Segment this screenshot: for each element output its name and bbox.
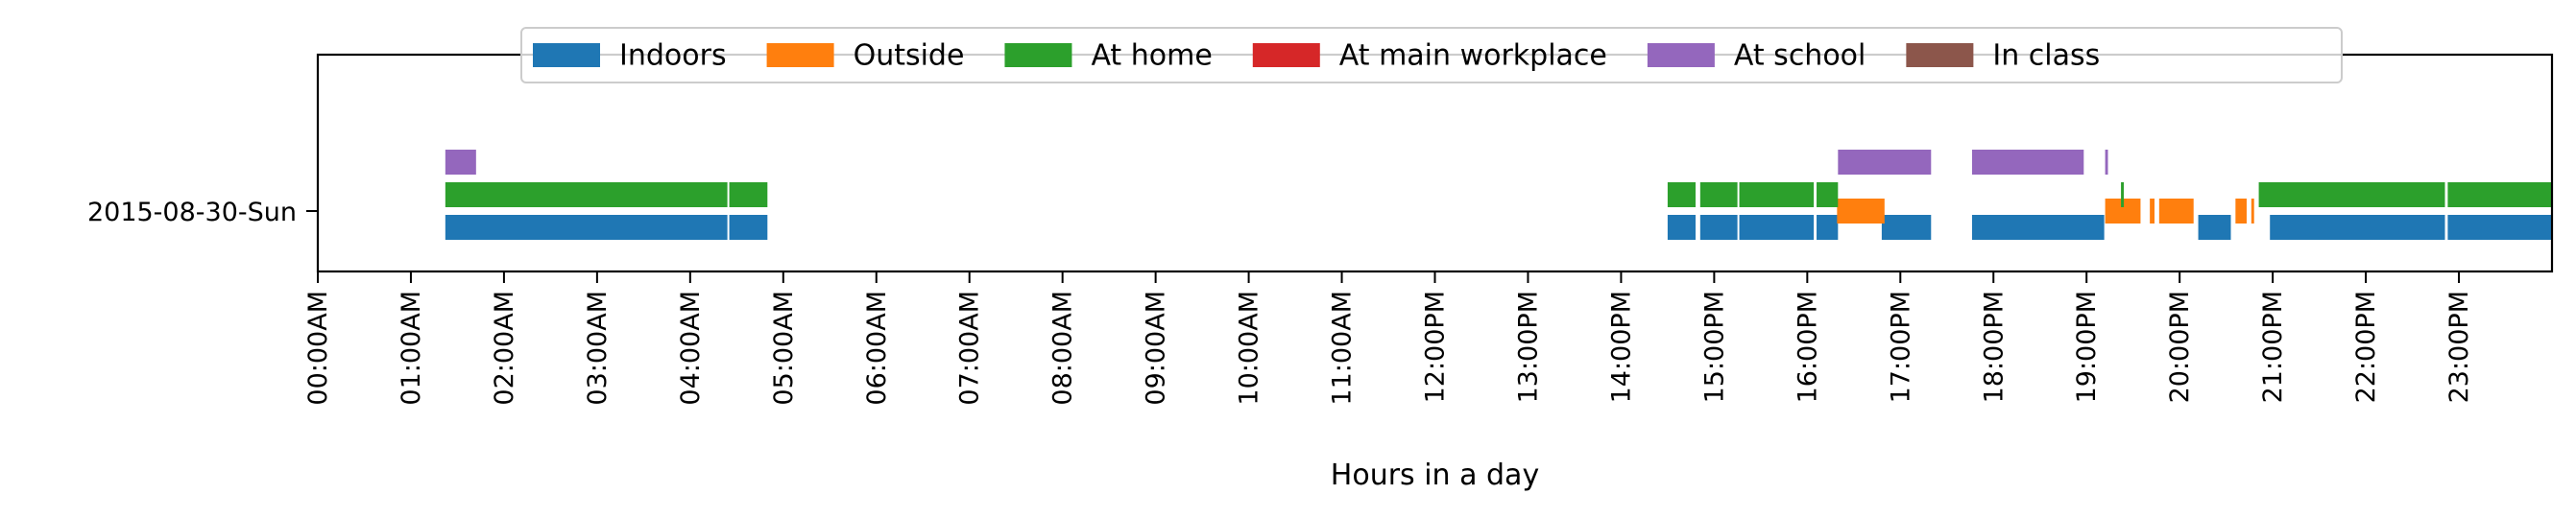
bar-at-school-3	[2105, 150, 2108, 175]
legend-label: At main workplace	[1339, 39, 1607, 73]
bar-indoors-3	[1699, 215, 1738, 240]
x-tick-label: 20:00PM	[2165, 291, 2195, 403]
x-tick-label: 23:00PM	[2444, 291, 2474, 403]
x-tick-label: 02:00AM	[490, 291, 519, 406]
legend-label: Indoors	[619, 39, 727, 73]
bar-at-home-6	[2121, 182, 2124, 207]
legend-label: Outside	[854, 39, 965, 73]
x-tick-label: 22:00PM	[2351, 291, 2381, 403]
x-tick-label: 08:00AM	[1048, 291, 1078, 406]
x-tick-label: 13:00PM	[1513, 291, 1543, 403]
bar-indoors-8	[2102, 215, 2105, 240]
bar-at-school-1	[1838, 150, 1932, 175]
legend-label: At home	[1091, 39, 1212, 73]
bar-indoors-0	[445, 215, 728, 240]
x-tick-label: 01:00AM	[397, 291, 426, 406]
x-tick-label: 00:00AM	[303, 291, 333, 406]
legend: Indoors Outside At home At main workplace At…	[520, 27, 2343, 83]
x-axis: 00:00AM 01:00AM 02:00AM 03:00AM 04:00AM 05:00…	[303, 271, 2474, 406]
bar-indoors-4	[1739, 215, 1815, 240]
activity-bars	[445, 150, 2552, 240]
bar-at-home-7	[2258, 182, 2445, 207]
legend-swatch-at-home	[1004, 43, 1072, 67]
bar-at-home-3	[1699, 182, 1738, 207]
bar-outside-4	[2235, 199, 2247, 224]
legend-swatch-outside	[766, 43, 834, 67]
bar-at-home-2	[1667, 182, 1696, 207]
bar-at-home-5	[1817, 182, 1839, 207]
x-tick-label: 06:00AM	[862, 291, 892, 406]
bar-at-school-0	[445, 150, 476, 175]
bar-indoors-7	[1971, 215, 2104, 240]
x-tick-label: 09:00AM	[1142, 291, 1171, 406]
bar-outside-2	[2150, 199, 2155, 224]
x-tick-label: 16:00PM	[1793, 291, 1822, 403]
x-tick-label: 19:00PM	[2072, 291, 2102, 403]
x-tick-label: 17:00PM	[1886, 291, 1915, 403]
x-tick-label: 10:00AM	[1235, 291, 1264, 406]
bar-indoors-1	[729, 215, 768, 240]
y-tick-label: 2015-08-30-Sun	[87, 198, 297, 227]
x-tick-label: 14:00PM	[1606, 291, 1636, 403]
legend-swatch-at-main-workplace	[1252, 43, 1320, 67]
legend-label: In class	[1992, 39, 2100, 73]
legend-swatch-in-class	[1906, 43, 1974, 67]
x-tick-label: 07:00AM	[955, 291, 985, 406]
x-tick-label: 15:00PM	[1699, 291, 1729, 403]
bar-at-home-8	[2447, 182, 2552, 207]
legend-frame	[520, 27, 2343, 83]
x-tick-label: 18:00PM	[1979, 291, 2009, 403]
bar-outside-3	[2158, 199, 2194, 224]
bar-indoors-5	[1817, 215, 1839, 240]
x-tick-label: 04:00AM	[676, 291, 706, 406]
bar-indoors-2	[1667, 215, 1696, 240]
legend-swatch-at-school	[1647, 43, 1715, 67]
x-tick-label: 05:00AM	[769, 291, 799, 406]
bar-indoors-6	[1881, 215, 1932, 240]
bar-outside-5	[2251, 199, 2254, 224]
x-tick-label: 11:00AM	[1328, 291, 1358, 406]
bar-indoors-9	[2198, 215, 2231, 240]
bar-indoors-11	[2447, 215, 2552, 240]
legend-label: At school	[1734, 39, 1866, 73]
x-tick-label: 12:00PM	[1421, 291, 1451, 403]
x-axis-label: Hours in a day	[1331, 459, 1539, 492]
bar-at-home-0	[445, 182, 728, 207]
bar-outside-0	[1837, 199, 1885, 224]
x-tick-label: 21:00PM	[2258, 291, 2288, 403]
bar-at-home-4	[1739, 182, 1815, 207]
y-axis: 2015-08-30-Sun	[87, 198, 318, 227]
x-tick-label: 03:00AM	[583, 291, 613, 406]
bar-at-school-2	[1971, 150, 2084, 175]
legend-swatch-indoors	[533, 43, 600, 67]
bar-indoors-10	[2270, 215, 2445, 240]
bar-at-home-1	[729, 182, 768, 207]
